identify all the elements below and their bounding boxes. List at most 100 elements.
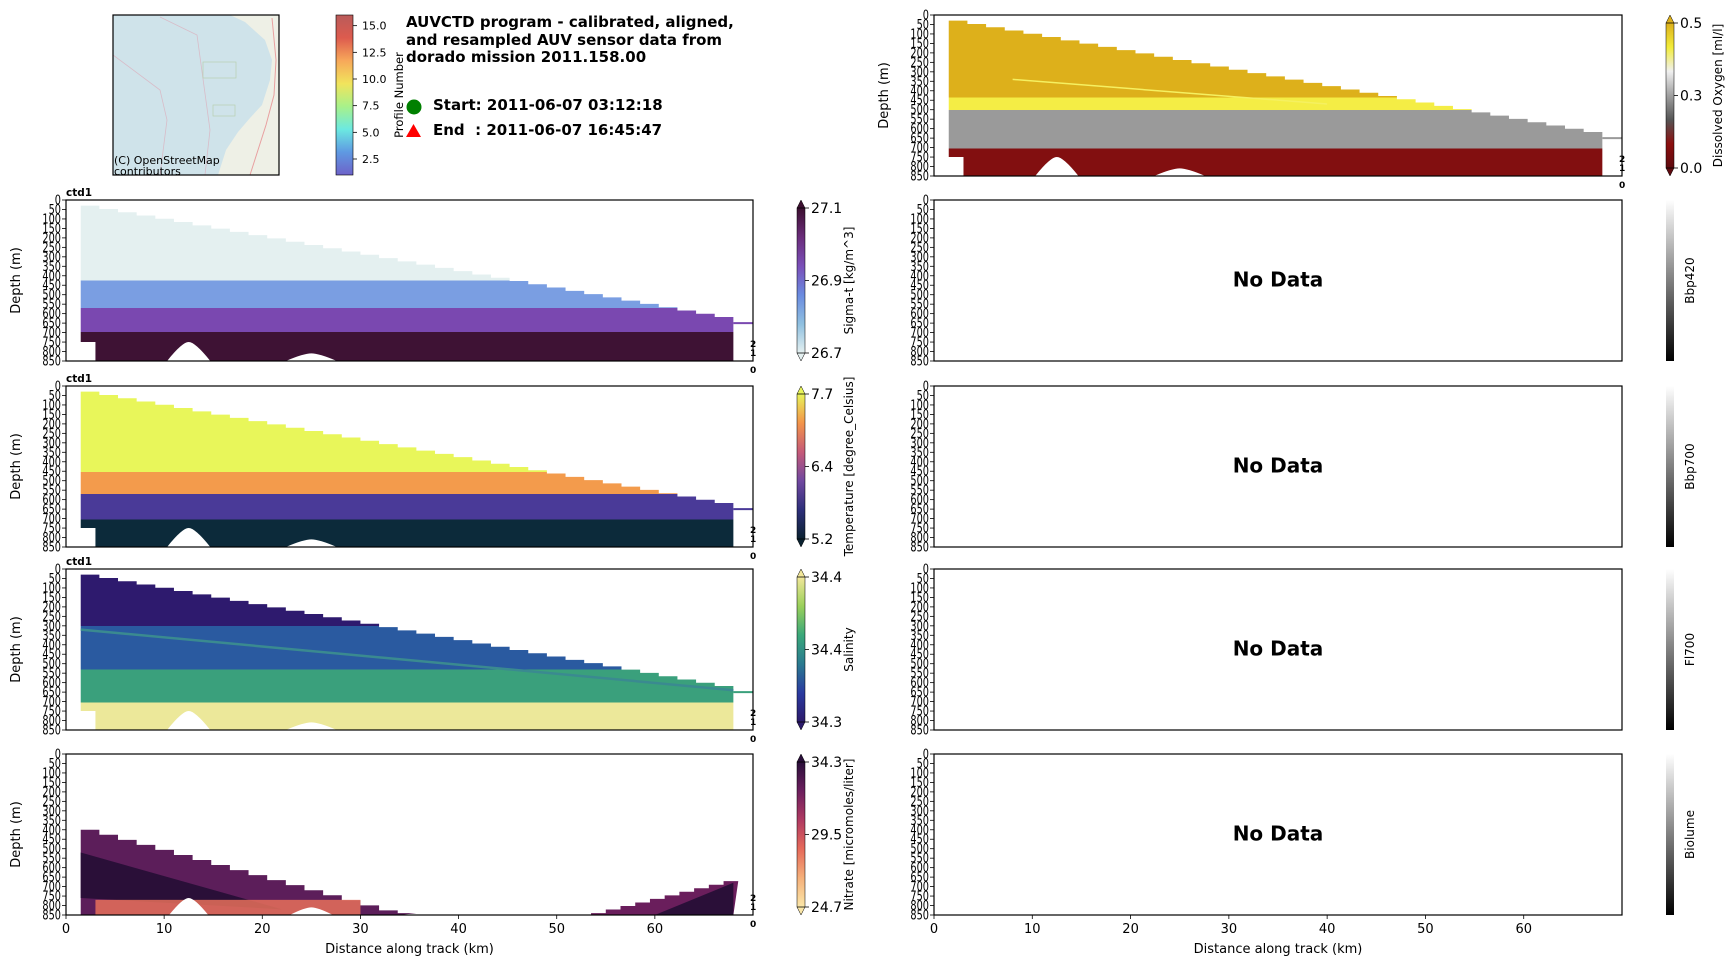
seafloor-shape — [285, 353, 337, 361]
y-tick-label: 350 — [910, 446, 929, 461]
colorbar-fl700: Fl700 — [1666, 569, 1697, 730]
y-tick-label: 50 — [49, 757, 61, 772]
y-tick-label: 600 — [910, 861, 929, 876]
y-axis: 0501001502002503003504004505005506006507… — [42, 748, 66, 924]
y-tick-label: 50 — [49, 389, 61, 404]
y-tick-label: 250 — [910, 610, 929, 625]
data-cells — [80, 391, 734, 547]
y-tick-label: 300 — [910, 250, 929, 265]
colorbar-label: Salinity — [842, 627, 856, 671]
y-tick-label: 350 — [42, 446, 61, 461]
y-tick-label: 650 — [42, 686, 61, 701]
section-plot-sigma-t: ctd1050100150200250300350400450500550600… — [9, 187, 856, 376]
y-tick-label: 550 — [42, 484, 61, 499]
profile-axis: 21 0 — [750, 340, 756, 376]
plot-frame — [65, 385, 754, 548]
start-time: Start: 2011-06-07 03:12:18 — [433, 96, 663, 114]
x-tick-label: 20 — [1122, 922, 1139, 937]
map-attribution: (C) OpenStreetMap — [114, 154, 220, 167]
colorbar-outline — [796, 576, 806, 723]
colorbar-label: Fl700 — [1683, 633, 1697, 666]
y-tick-label: 650 — [910, 871, 929, 886]
profile-axis: 21 0 — [750, 894, 756, 930]
profile-colorbar-tick-label: 15.0 — [362, 20, 387, 33]
y-tick-label: 450 — [42, 465, 61, 480]
y-tick-label: 250 — [42, 795, 61, 810]
plot-frame — [933, 199, 1623, 362]
plot-frame — [65, 199, 754, 362]
seafloor-shape — [169, 897, 209, 915]
y-tick-label: 700 — [910, 326, 929, 341]
y-tick-label: 650 — [910, 503, 929, 518]
x-tick-label: 60 — [1515, 922, 1532, 937]
y-tick-label: 550 — [42, 852, 61, 867]
data-cells — [591, 881, 739, 915]
colorbar-extend-min — [796, 352, 806, 362]
colorbar-bbp700: Bbp700 — [1666, 386, 1697, 547]
y-tick-label: 400 — [910, 823, 929, 838]
y-tick-label: 550 — [42, 667, 61, 682]
profile-tick-label: 2 — [750, 340, 756, 350]
colorbar-tick-label: 34.4 — [811, 643, 842, 659]
colorbar-nitrate: 24.7 29.5 34.3 Nitrate [micromoles/liter] — [796, 753, 856, 916]
intrusion-layer — [80, 628, 734, 692]
colorbar-temperature: 5.2 6.4 7.7 Temperature [degree_Celsius] — [796, 377, 856, 557]
y-axis: 0501001502002503003504004505005506006507… — [910, 563, 934, 739]
title-line: dorado mission 2011.158.00 — [406, 48, 646, 66]
y-tick-label: 100 — [910, 212, 929, 227]
colorbar-tick-label: 24.7 — [811, 900, 842, 916]
y-tick-label: 0 — [923, 563, 929, 578]
y-tick-label: 800 — [42, 714, 61, 729]
intrusion-layer — [1012, 78, 1328, 105]
colorbar-tick-label: 34.3 — [811, 715, 842, 731]
y-tick-label: 150 — [42, 408, 61, 423]
y-tick-label: 550 — [42, 298, 61, 313]
y-tick-label: 300 — [910, 804, 929, 819]
x-tick-label: 0 — [930, 922, 938, 937]
y-tick-label: 500 — [42, 842, 61, 857]
data-field — [80, 391, 753, 547]
y-tick-label: 100 — [42, 766, 61, 781]
y-tick-label: 650 — [42, 503, 61, 518]
profile-tick-label: 1 — [1619, 164, 1625, 174]
colorbar-extend-max — [796, 753, 806, 763]
colorbar-tick-label: 0.0 — [1680, 161, 1702, 177]
colorbar-extend-min — [1665, 167, 1675, 177]
y-tick-label: 200 — [910, 46, 929, 61]
profile-tick-label: 0 — [750, 735, 756, 745]
y-tick-label: 500 — [910, 288, 929, 303]
y-tick-label: 800 — [42, 531, 61, 546]
profile-tick-label: 0 — [750, 920, 756, 930]
colorbar-label: Bbp420 — [1683, 257, 1697, 303]
y-tick-label: 400 — [910, 455, 929, 470]
title-line: and resampled AUV sensor data from — [406, 31, 722, 49]
end-time: End : 2011-06-07 16:45:47 — [433, 121, 662, 139]
profile-colorbar-tick-label: 5.0 — [362, 126, 380, 139]
seafloor-shape — [167, 711, 211, 730]
y-tick-label: 300 — [910, 619, 929, 634]
panel-subtitle: ctd1 — [66, 373, 92, 385]
track-map: (C) OpenStreetMap contributors — [112, 14, 280, 178]
section-plot-temperature: ctd1050100150200250300350400450500550600… — [9, 373, 856, 562]
y-tick-label: 400 — [910, 638, 929, 653]
colorbar-bar — [797, 577, 805, 722]
colorbar-tick-label: 0.3 — [1680, 89, 1702, 105]
section-plot-nitrate: 0501001502002503003504004505005506006507… — [9, 748, 856, 958]
y-tick-label: 750 — [910, 705, 929, 720]
y-tick-label: 500 — [42, 474, 61, 489]
colorbar-extend-min — [796, 538, 806, 548]
y-tick-label: 400 — [42, 638, 61, 653]
y-axis-label: Depth (m) — [877, 62, 892, 129]
title-line: AUVCTD program - calibrated, aligned, — [406, 13, 734, 31]
y-axis-label: Depth (m) — [9, 433, 24, 500]
no-data-label: No Data — [1233, 637, 1324, 661]
data-field — [948, 20, 1622, 176]
profile-colorbar-label: Profile Number — [392, 52, 406, 138]
y-axis: 0501001502002503003504004505005506006507… — [910, 9, 934, 185]
y-tick-label: 800 — [910, 714, 929, 729]
no-data-label: No Data — [1233, 454, 1324, 478]
y-tick-label: 500 — [42, 288, 61, 303]
y-tick-label: 850 — [42, 724, 61, 739]
y-axis: 0501001502002503003504004505005506006507… — [42, 563, 66, 739]
